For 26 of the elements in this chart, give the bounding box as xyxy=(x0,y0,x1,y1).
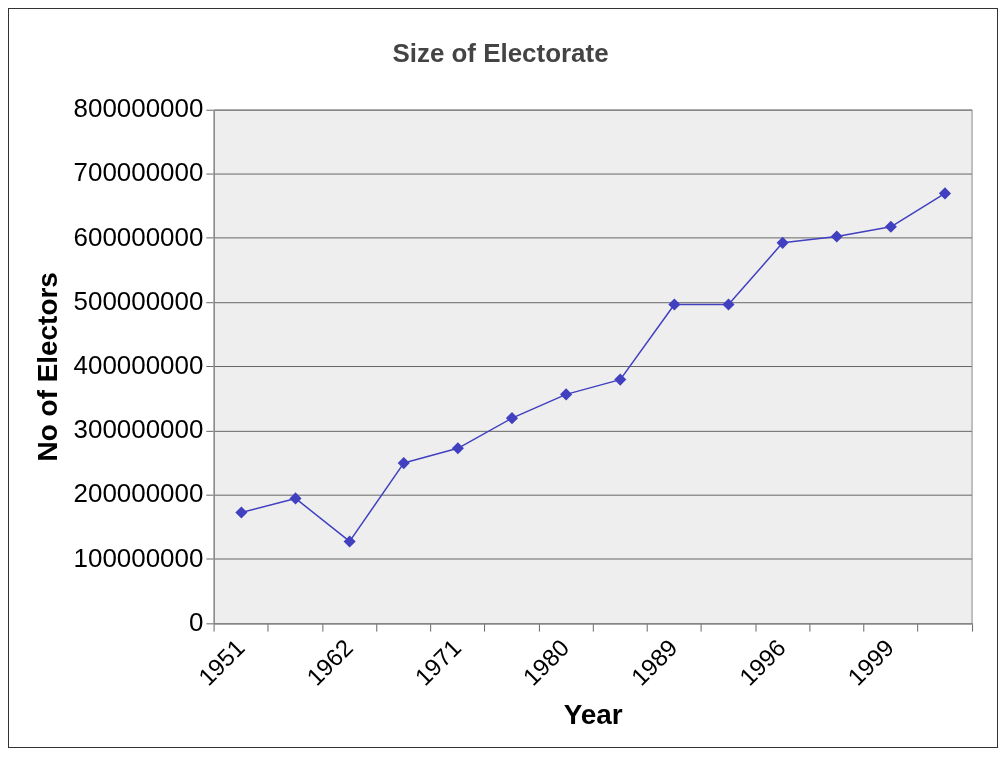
point xyxy=(939,187,951,200)
point xyxy=(885,221,897,233)
point xyxy=(614,373,626,386)
y-axis-title: No of Electors xyxy=(32,272,64,462)
y-tick-label: 100000000 xyxy=(73,543,204,572)
y-tick-label: 800000000 xyxy=(73,94,204,123)
point xyxy=(452,442,464,455)
point xyxy=(398,457,410,469)
y-tick-label: 0 xyxy=(188,607,204,636)
point xyxy=(235,506,248,519)
point xyxy=(722,298,735,311)
y-tick-label: 200000000 xyxy=(73,479,204,508)
point xyxy=(506,412,518,424)
y-tick-label: 400000000 xyxy=(73,350,204,379)
point xyxy=(343,535,356,548)
chart-title: Size of Electorate xyxy=(392,38,609,67)
y-tick-label: 600000000 xyxy=(73,222,204,251)
point xyxy=(668,298,681,311)
point xyxy=(289,492,302,505)
point xyxy=(831,230,843,243)
y-tick-label: 500000000 xyxy=(73,286,204,315)
point xyxy=(560,388,572,401)
x-axis-title: Year xyxy=(563,698,623,730)
point xyxy=(776,237,789,249)
y-tick-label: 700000000 xyxy=(73,158,204,187)
y-tick-label: 300000000 xyxy=(73,415,204,444)
